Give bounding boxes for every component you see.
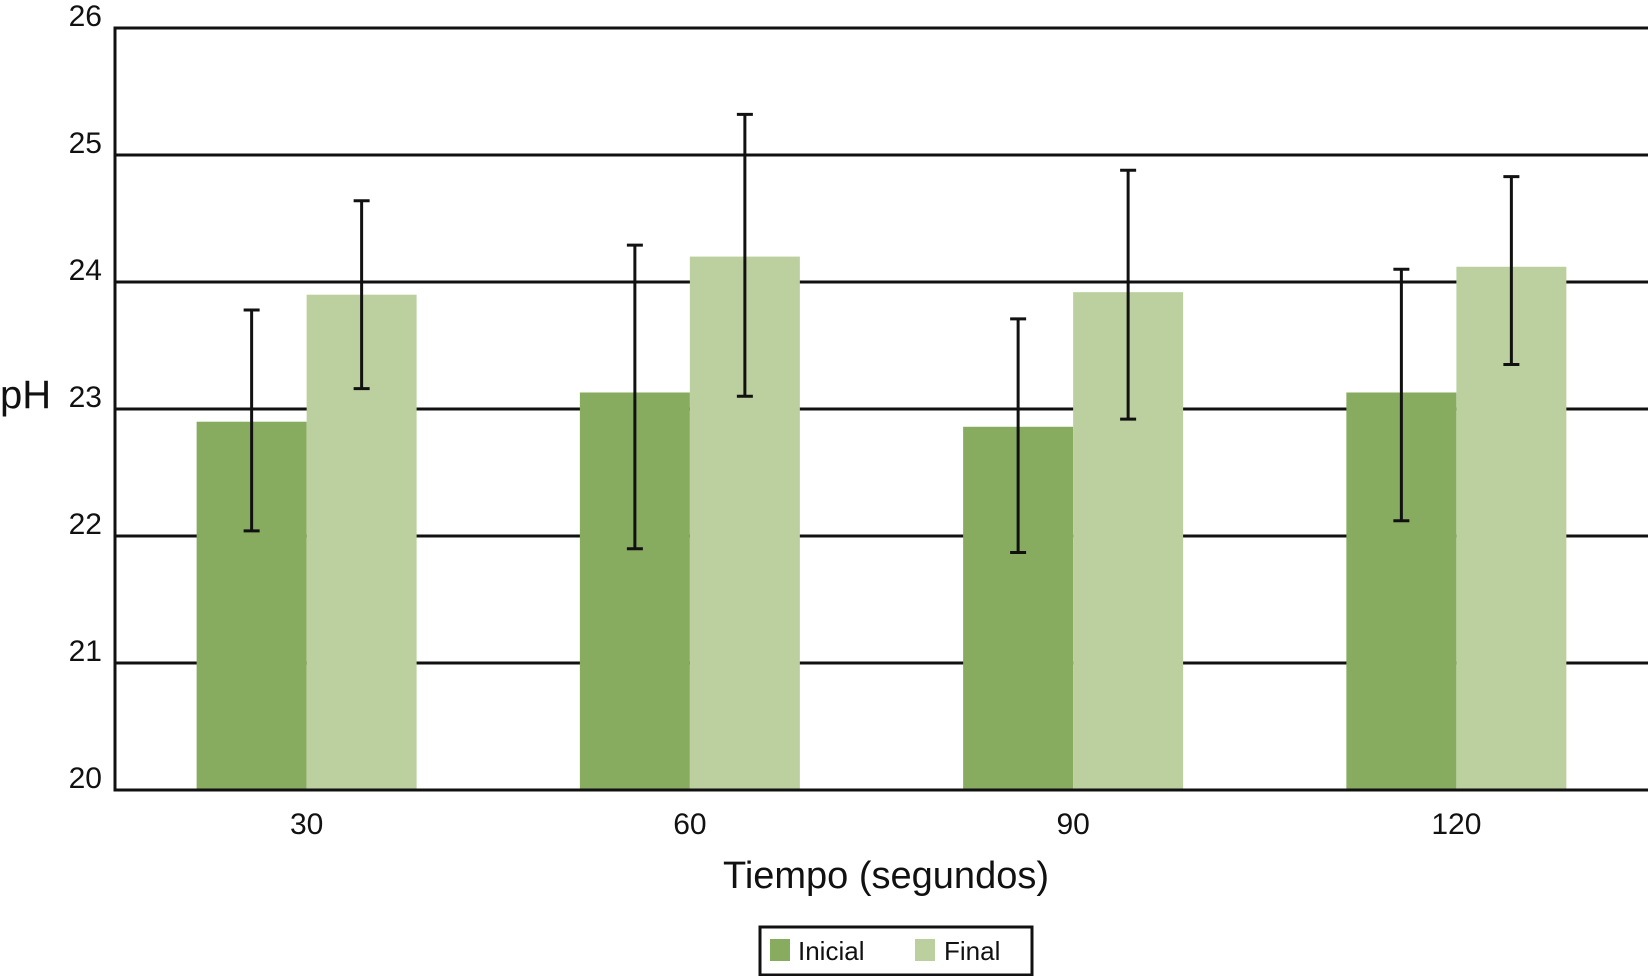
- y-tick-labels: 20 21 22 23 24 25 26: [69, 0, 102, 795]
- x-axis-title: Tiempo (segundos): [723, 855, 1049, 897]
- legend-label-inicial: Inicial: [798, 936, 864, 966]
- axes: [113, 26, 1648, 792]
- error-bar-final-60: [736, 112, 753, 398]
- error-bar-final-90: [1120, 168, 1137, 421]
- legend: Inicial Final: [758, 925, 1034, 976]
- x-tick-label-60: 60: [673, 808, 706, 841]
- legend-label-final: Final: [944, 936, 1000, 966]
- y-tick-label-20: 20: [69, 762, 102, 795]
- y-tick-label-22: 22: [69, 508, 102, 541]
- error-bar-final-120: [1503, 175, 1520, 367]
- y-tick-label-26: 26: [69, 0, 102, 33]
- error-bar-inicial-30: [243, 308, 260, 533]
- x-tick-label-30: 30: [290, 808, 323, 841]
- error-bar-inicial-60: [626, 243, 643, 551]
- bars: [196, 256, 1567, 789]
- error-bar-inicial-120: [1393, 267, 1410, 523]
- y-tick-label-21: 21: [69, 635, 102, 668]
- y-tick-label-24: 24: [69, 254, 102, 287]
- x-tick-label-120: 120: [1431, 808, 1481, 841]
- x-tick-labels: 30 60 90 120: [290, 808, 1481, 841]
- legend-swatch-final: [915, 939, 935, 961]
- x-tick-label-90: 90: [1056, 808, 1089, 841]
- error-bar-final-30: [353, 199, 370, 391]
- y-tick-label-23: 23: [69, 381, 102, 414]
- error-bars: [243, 112, 1520, 555]
- legend-swatch-inicial: [770, 939, 790, 961]
- y-axis-title: pH: [0, 373, 51, 417]
- legend-box: [758, 925, 1034, 976]
- y-tick-label-25: 25: [69, 127, 102, 160]
- error-bar-inicial-90: [1010, 317, 1027, 555]
